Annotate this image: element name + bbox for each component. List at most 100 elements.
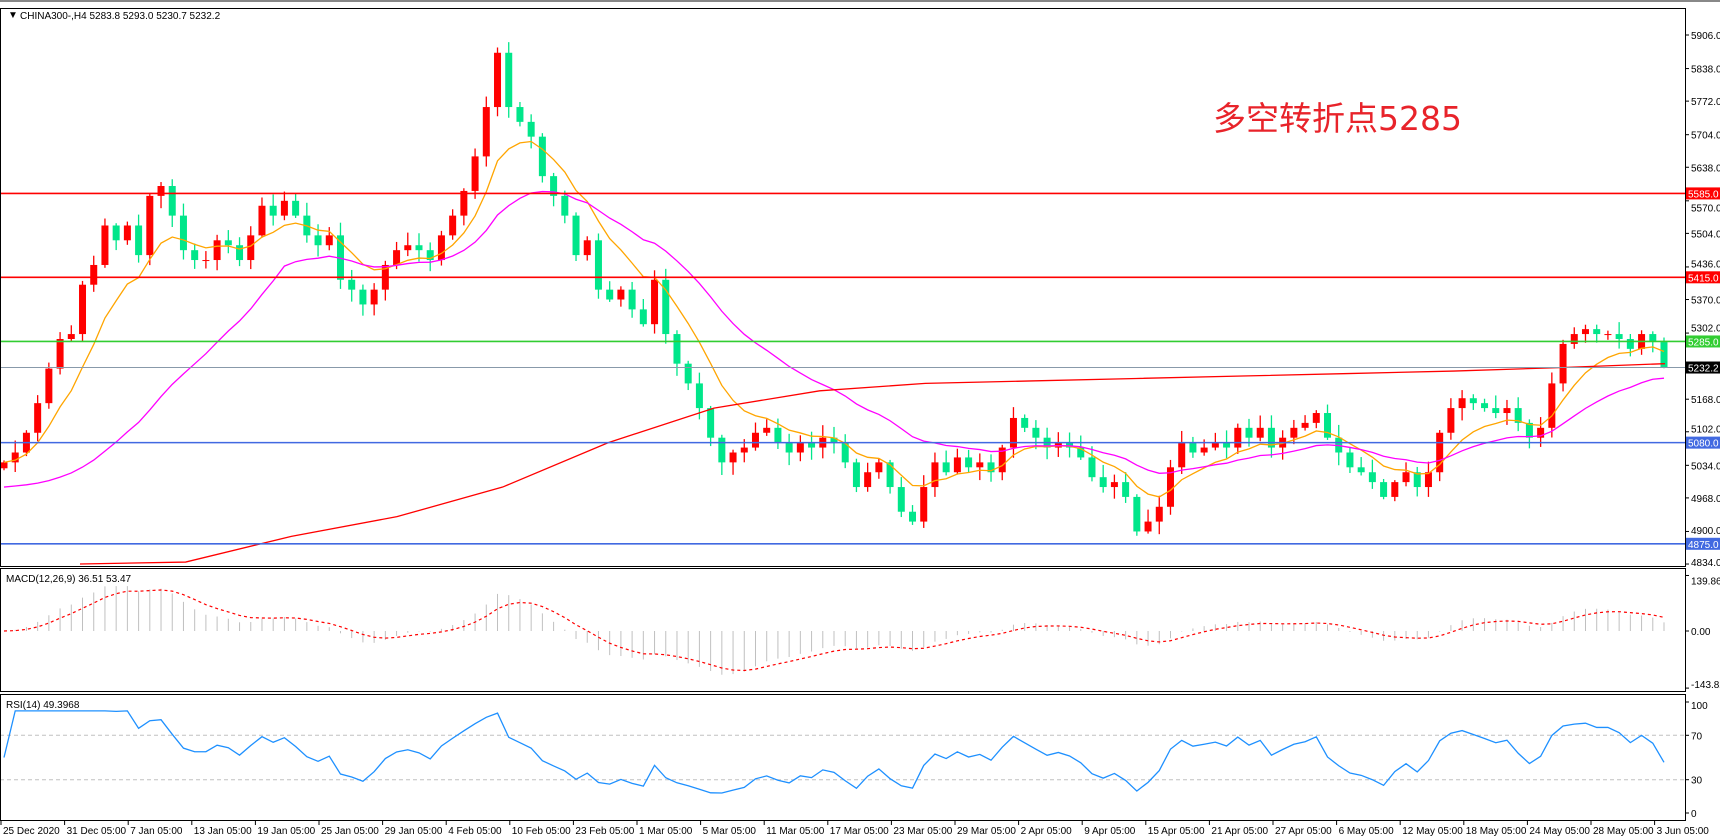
candle[interactable]	[965, 449, 973, 473]
candle[interactable]	[1458, 390, 1466, 421]
candle[interactable]	[67, 325, 75, 342]
candle[interactable]	[606, 281, 614, 302]
candle[interactable]	[202, 251, 210, 269]
candle[interactable]	[1054, 432, 1062, 457]
candle[interactable]	[1178, 430, 1186, 474]
candle[interactable]	[1211, 432, 1219, 451]
candle[interactable]	[415, 233, 423, 262]
candle[interactable]	[1581, 324, 1589, 343]
candle[interactable]	[987, 454, 995, 482]
candle[interactable]	[157, 182, 165, 209]
candle[interactable]	[303, 202, 311, 243]
candle[interactable]	[370, 283, 378, 316]
candle[interactable]	[628, 281, 636, 318]
candle[interactable]	[1301, 415, 1309, 431]
candle[interactable]	[1256, 415, 1264, 442]
candle[interactable]	[1166, 459, 1174, 515]
candle[interactable]	[471, 148, 479, 199]
candle[interactable]	[1402, 462, 1410, 487]
candle[interactable]	[594, 233, 602, 299]
candle[interactable]	[729, 449, 737, 475]
candle[interactable]	[1357, 457, 1365, 476]
candle[interactable]	[841, 434, 849, 469]
price-panel[interactable]	[0, 42, 1685, 565]
candle[interactable]	[292, 193, 300, 219]
candle[interactable]	[909, 505, 917, 525]
candle[interactable]	[1043, 427, 1051, 460]
candle[interactable]	[1604, 330, 1612, 340]
candle[interactable]	[247, 226, 255, 270]
candle[interactable]	[1223, 430, 1231, 459]
candle[interactable]	[1447, 398, 1455, 440]
rsi-panel[interactable]	[0, 710, 1685, 794]
candle[interactable]	[1514, 397, 1522, 432]
candle[interactable]	[123, 221, 131, 245]
candle[interactable]	[516, 102, 524, 127]
candle[interactable]	[1424, 461, 1432, 497]
candle[interactable]	[494, 47, 502, 117]
candle[interactable]	[449, 209, 457, 240]
candle[interactable]	[897, 477, 905, 518]
candle[interactable]	[112, 223, 120, 251]
candle[interactable]	[1021, 414, 1029, 433]
candle[interactable]	[763, 419, 771, 436]
candle[interactable]	[79, 280, 87, 342]
candle[interactable]	[1279, 430, 1287, 460]
candle[interactable]	[785, 433, 793, 466]
candle[interactable]	[1312, 410, 1320, 429]
candle[interactable]	[550, 172, 558, 207]
candle[interactable]	[953, 448, 961, 475]
candle[interactable]	[1346, 447, 1354, 473]
candle[interactable]	[269, 194, 277, 226]
candle[interactable]	[359, 284, 367, 316]
candle[interactable]	[796, 435, 804, 462]
candle[interactable]	[1122, 472, 1130, 503]
candle[interactable]	[168, 179, 176, 228]
candle[interactable]	[1066, 432, 1074, 458]
candle[interactable]	[561, 190, 569, 224]
candle[interactable]	[617, 286, 625, 307]
candle[interactable]	[460, 188, 468, 226]
candle[interactable]	[718, 434, 726, 475]
candle[interactable]	[179, 203, 187, 260]
candle[interactable]	[538, 133, 546, 183]
candle[interactable]	[639, 298, 647, 327]
candle[interactable]	[336, 222, 344, 289]
candle[interactable]	[673, 330, 681, 376]
candle[interactable]	[224, 230, 232, 254]
candle[interactable]	[146, 193, 154, 266]
candle[interactable]	[505, 42, 513, 118]
candle[interactable]	[1324, 404, 1332, 440]
candle[interactable]	[34, 395, 42, 442]
candle[interactable]	[1077, 435, 1085, 460]
candle[interactable]	[864, 462, 872, 492]
candle[interactable]	[942, 450, 950, 476]
candle[interactable]	[404, 232, 412, 257]
candle[interactable]	[1032, 420, 1040, 450]
candle[interactable]	[695, 372, 703, 420]
candle[interactable]	[191, 243, 199, 269]
candle[interactable]	[1548, 372, 1556, 438]
candle[interactable]	[1615, 322, 1623, 349]
candle[interactable]	[1492, 395, 1500, 419]
candle[interactable]	[213, 234, 221, 271]
candle[interactable]	[280, 191, 288, 221]
candle[interactable]	[920, 475, 928, 528]
candle[interactable]	[1234, 423, 1242, 454]
candle[interactable]	[236, 237, 244, 267]
candle[interactable]	[1481, 398, 1489, 412]
candle[interactable]	[1413, 466, 1421, 497]
candle[interactable]	[101, 218, 109, 268]
candle[interactable]	[662, 268, 670, 344]
candle[interactable]	[1110, 474, 1118, 499]
candle[interactable]	[1099, 464, 1107, 493]
candle[interactable]	[1380, 478, 1388, 500]
candle[interactable]	[875, 458, 883, 479]
candle[interactable]	[527, 114, 535, 149]
candle[interactable]	[45, 362, 53, 409]
candle[interactable]	[1155, 495, 1163, 535]
candle[interactable]	[426, 242, 434, 272]
candle[interactable]	[482, 96, 490, 167]
candle[interactable]	[1469, 394, 1477, 410]
candle[interactable]	[1436, 430, 1444, 482]
